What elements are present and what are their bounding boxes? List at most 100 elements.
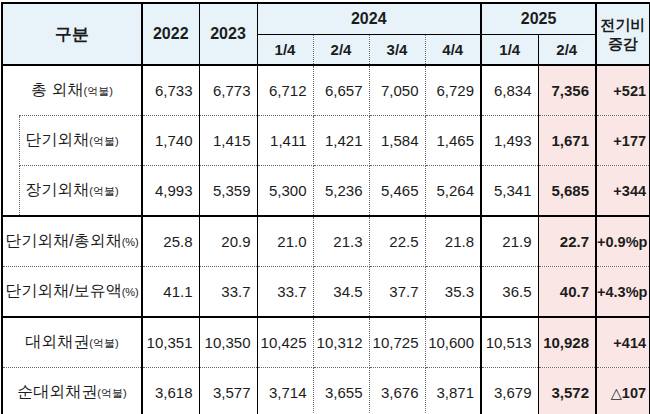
table-row: 대외채권(억불)10,35110,35010,42510,31210,72510… <box>2 317 650 368</box>
col-header-change: 전기비증감 <box>596 3 650 65</box>
value-cell: 6,834 <box>481 65 538 116</box>
value-cell: 5,359 <box>199 166 257 217</box>
table-row: 단기외채/보유액(%)41.133.733.734.537.735.336.54… <box>2 267 650 318</box>
value-cell: 21.8 <box>425 216 481 267</box>
value-cell: 3,679 <box>481 368 538 414</box>
value-cell: 6,773 <box>199 65 257 116</box>
col-header-quarter: 4/4 <box>425 35 481 66</box>
value-cell: 20.9 <box>199 216 257 267</box>
row-label: 단기외채(억불) <box>2 116 142 166</box>
value-cell: 21.3 <box>313 216 369 267</box>
value-cell: 1,411 <box>257 116 313 166</box>
value-cell: 22.5 <box>369 216 425 267</box>
value-cell: 1,421 <box>313 116 369 166</box>
row-label-unit: (억불) <box>89 135 118 147</box>
col-header-quarter: 2/4 <box>313 35 369 66</box>
value-cell: 41.1 <box>142 267 199 318</box>
table-figure: 구분2022202320242025전기비증감1/42/43/44/41/42/… <box>0 0 650 414</box>
value-cell: 3,655 <box>313 368 369 414</box>
value-cell: 5,264 <box>425 166 481 217</box>
value-cell-highlight: 10,928 <box>538 317 596 368</box>
value-cell: 3,871 <box>425 368 481 414</box>
row-label-unit: (억불) <box>84 85 113 97</box>
value-cell: 5,341 <box>481 166 538 217</box>
value-cell: 6,729 <box>425 65 481 116</box>
value-cell: 3,618 <box>142 368 199 414</box>
row-label: 장기외채(억불) <box>2 166 142 217</box>
value-cell: 10,600 <box>425 317 481 368</box>
change-cell: +344 <box>596 166 650 217</box>
value-cell-highlight: 7,356 <box>538 65 596 116</box>
value-cell: 1,493 <box>481 116 538 166</box>
value-cell: 5,465 <box>369 166 425 217</box>
table-row: 단기외채(억불)1,7401,4151,4111,4211,5841,4651,… <box>2 116 650 166</box>
value-cell: 34.5 <box>313 267 369 318</box>
change-cell: +4.3%p <box>596 267 650 318</box>
col-header-2023: 2023 <box>199 3 257 65</box>
row-label: 단기외채/총외채(%) <box>2 216 142 267</box>
value-cell: 25.8 <box>142 216 199 267</box>
value-cell: 1,465 <box>425 116 481 166</box>
value-cell: 21.9 <box>481 216 538 267</box>
table-header: 구분2022202320242025전기비증감1/42/43/44/41/42/… <box>2 3 650 65</box>
row-label: 순대외채권(억불) <box>2 368 142 414</box>
value-cell: 1,584 <box>369 116 425 166</box>
value-cell: 37.7 <box>369 267 425 318</box>
change-cell: +414 <box>596 317 650 368</box>
value-cell: 10,425 <box>257 317 313 368</box>
row-label-unit: (억불) <box>89 185 118 197</box>
value-cell: 35.3 <box>425 267 481 318</box>
col-header-quarter: 2/4 <box>538 35 596 66</box>
change-cell: +177 <box>596 116 650 166</box>
value-cell: 3,577 <box>199 368 257 414</box>
table-row: 총 외채(억불)6,7336,7736,7126,6577,0506,7296,… <box>2 65 650 116</box>
value-cell: 10,351 <box>142 317 199 368</box>
value-cell: 3,714 <box>257 368 313 414</box>
col-header-quarter: 3/4 <box>369 35 425 66</box>
row-label: 총 외채(억불) <box>2 65 142 116</box>
col-header-2024: 2024 <box>257 3 481 35</box>
value-cell: 7,050 <box>369 65 425 116</box>
value-cell-highlight: 1,671 <box>538 116 596 166</box>
col-header-category: 구분 <box>2 3 142 65</box>
value-cell: 21.0 <box>257 216 313 267</box>
value-cell-highlight: 5,685 <box>538 166 596 217</box>
value-cell: 10,312 <box>313 317 369 368</box>
value-cell: 36.5 <box>481 267 538 318</box>
row-label: 단기외채/보유액(%) <box>2 267 142 318</box>
col-header-2022: 2022 <box>142 3 199 65</box>
row-label-unit: (억불) <box>97 387 126 399</box>
value-cell: 1,740 <box>142 116 199 166</box>
row-label-unit: (%) <box>122 236 139 248</box>
table-row: 순대외채권(억불)3,6183,5773,7143,6553,6763,8713… <box>2 368 650 414</box>
value-cell: 10,350 <box>199 317 257 368</box>
value-cell: 6,733 <box>142 65 199 116</box>
col-header-quarter: 1/4 <box>481 35 538 66</box>
value-cell: 33.7 <box>199 267 257 318</box>
col-header-2025: 2025 <box>481 3 596 35</box>
row-label: 대외채권(억불) <box>2 317 142 368</box>
value-cell: 6,712 <box>257 65 313 116</box>
value-cell: 3,676 <box>369 368 425 414</box>
value-cell: 5,300 <box>257 166 313 217</box>
value-cell: 5,236 <box>313 166 369 217</box>
external-debt-table: 구분2022202320242025전기비증감1/42/43/44/41/42/… <box>1 2 650 414</box>
col-header-quarter: 1/4 <box>257 35 313 66</box>
value-cell: 33.7 <box>257 267 313 318</box>
row-label-unit: (%) <box>122 286 139 298</box>
value-cell-highlight: 22.7 <box>538 216 596 267</box>
value-cell-highlight: 40.7 <box>538 267 596 318</box>
row-label-unit: (억불) <box>89 337 118 349</box>
indent-guide-line <box>19 166 20 216</box>
value-cell: 4,993 <box>142 166 199 217</box>
indent-guide-line <box>19 116 20 166</box>
value-cell: 1,415 <box>199 116 257 166</box>
table-body: 총 외채(억불)6,7336,7736,7126,6577,0506,7296,… <box>2 65 650 414</box>
change-cell: +0.9%p <box>596 216 650 267</box>
change-cell: △107 <box>596 368 650 414</box>
value-cell: 10,513 <box>481 317 538 368</box>
value-cell: 10,725 <box>369 317 425 368</box>
change-cell: +521 <box>596 65 650 116</box>
table-row: 장기외채(억불)4,9935,3595,3005,2365,4655,2645,… <box>2 166 650 217</box>
value-cell-highlight: 3,572 <box>538 368 596 414</box>
